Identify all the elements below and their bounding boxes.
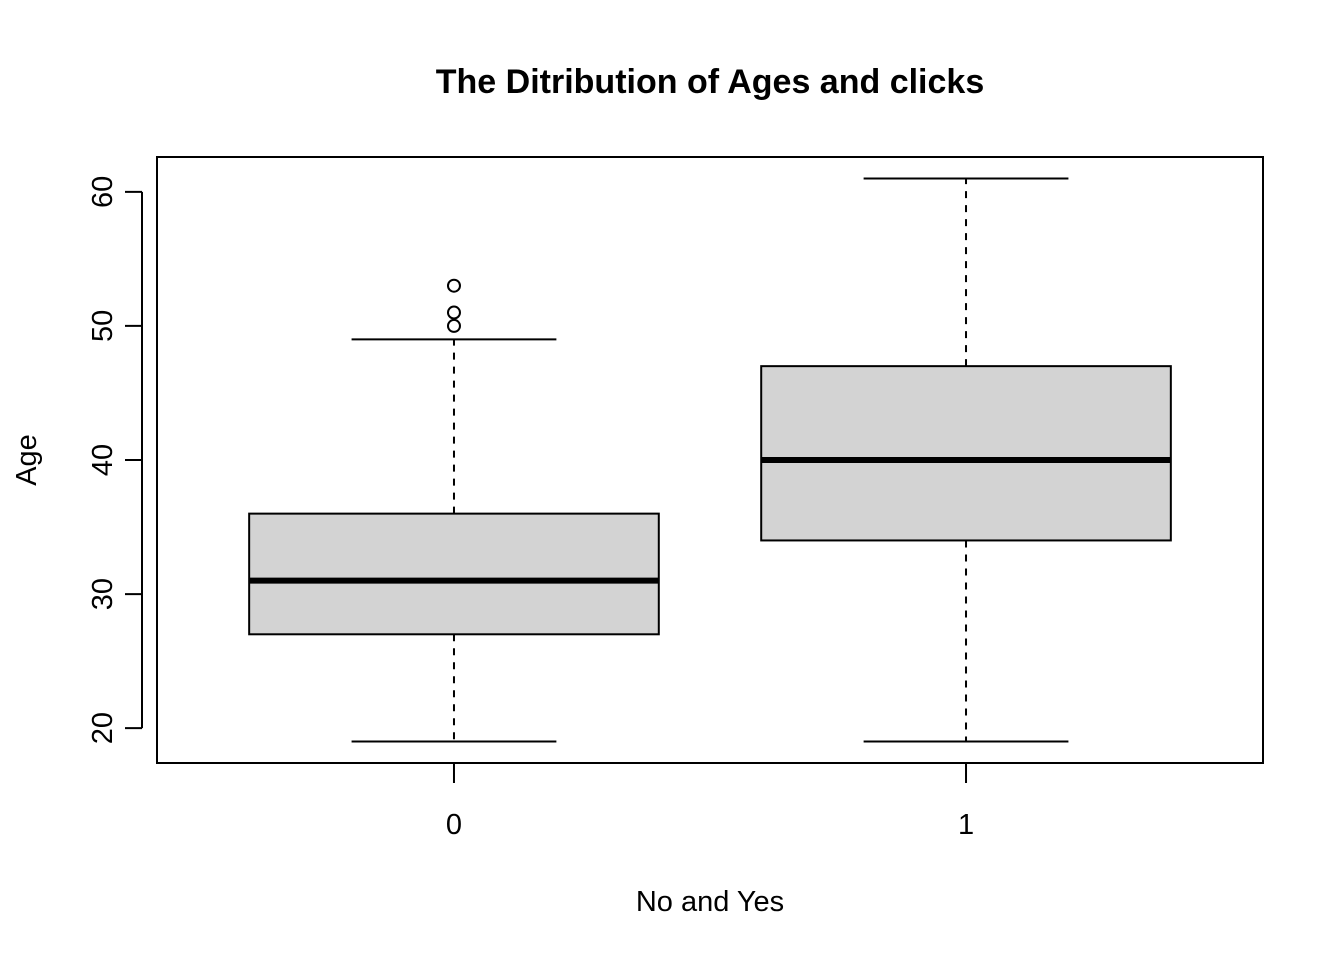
y-tick-label: 30 bbox=[87, 578, 119, 610]
boxplot-marks bbox=[248, 177, 1172, 743]
x-tick-label: 0 bbox=[446, 809, 462, 841]
y-tick-label: 40 bbox=[87, 444, 119, 476]
box-group-1 bbox=[760, 177, 1172, 743]
y-axis-label: Age bbox=[11, 434, 43, 486]
y-axis: 20 30 40 50 60 bbox=[87, 176, 143, 744]
iqr-box bbox=[760, 365, 1172, 542]
x-tick-label: 1 bbox=[958, 809, 974, 841]
outlier-point bbox=[446, 318, 461, 333]
y-tick-label: 50 bbox=[87, 310, 119, 342]
y-tick-label: 20 bbox=[87, 712, 119, 744]
outlier-point bbox=[446, 278, 461, 293]
outlier-point bbox=[446, 305, 461, 320]
y-tick-label: 60 bbox=[87, 176, 119, 208]
x-axis-label: No and Yes bbox=[636, 886, 784, 918]
iqr-box bbox=[248, 512, 660, 636]
box-group-0 bbox=[248, 278, 660, 743]
chart-title: The Ditribution of Ages and clicks bbox=[436, 63, 984, 101]
